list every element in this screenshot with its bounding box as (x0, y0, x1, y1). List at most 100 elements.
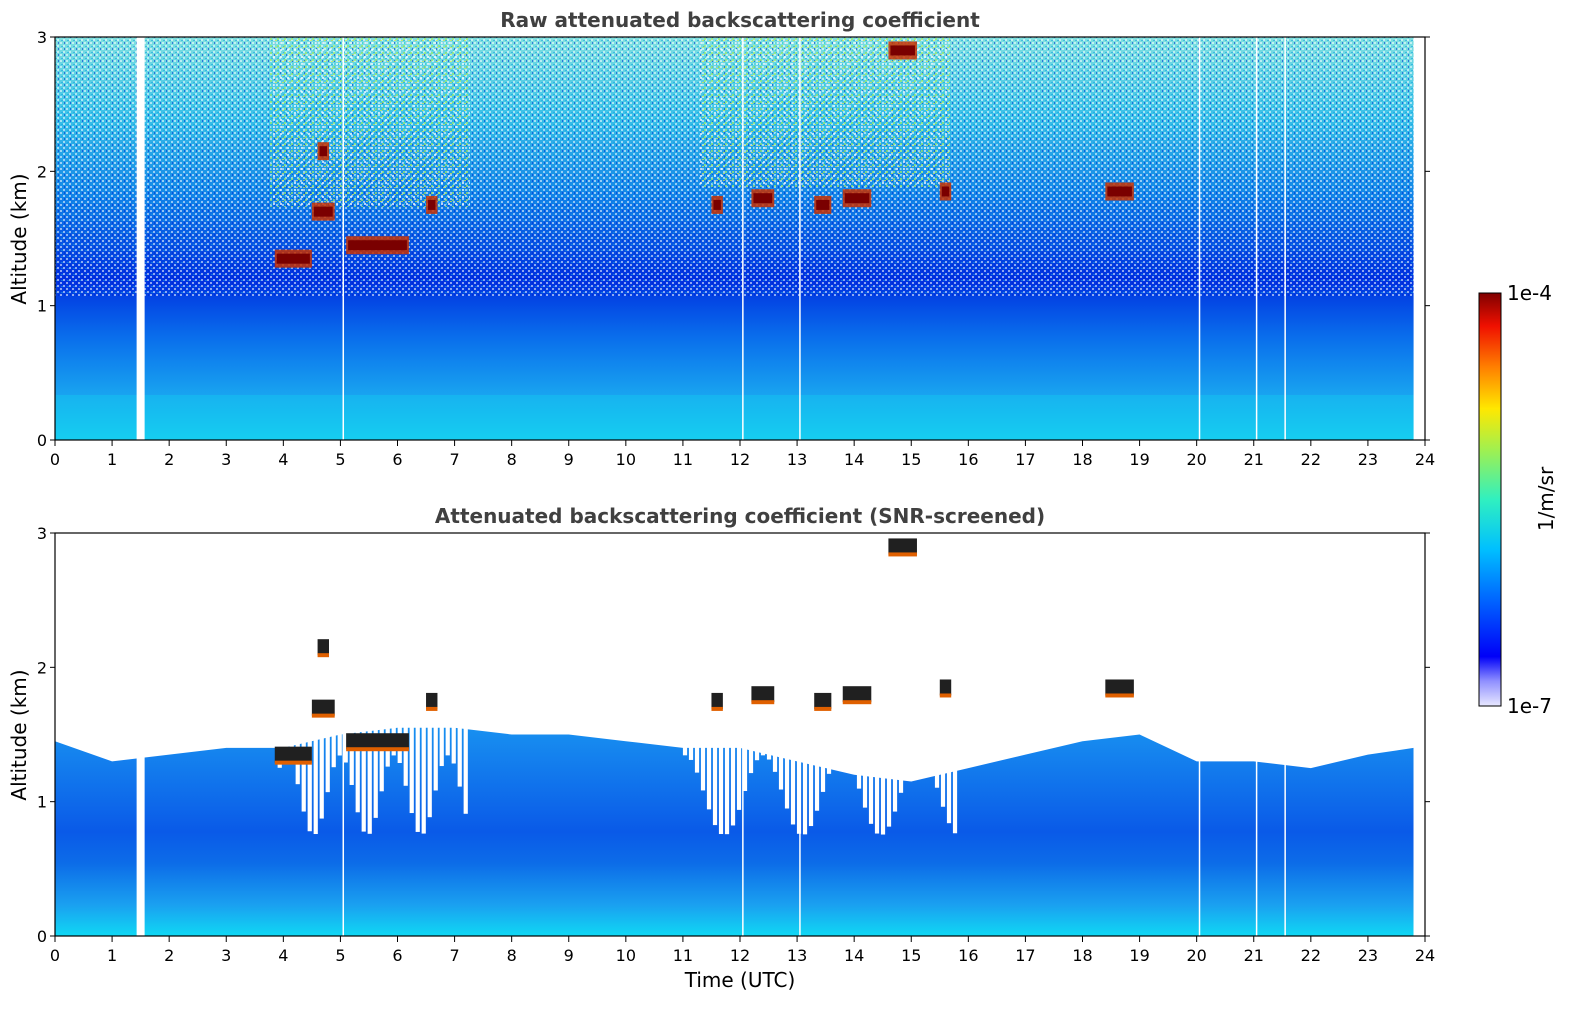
x-tick-label: 8 (507, 450, 517, 469)
cloud-edge (274, 760, 312, 765)
screened-column (904, 721, 910, 775)
data-gap (799, 533, 801, 936)
screened-column (754, 721, 760, 761)
screened-column (748, 721, 754, 774)
cloud-core (844, 193, 870, 204)
data-gap (1255, 37, 1258, 440)
screened-column (373, 721, 378, 818)
data-gap (136, 37, 145, 440)
colorbar-min-label: 1e-7 (1507, 694, 1552, 718)
cloud-edge (1105, 693, 1134, 698)
no-data-region (1413, 37, 1425, 440)
screened-column (850, 721, 856, 772)
cloud-edge (317, 653, 329, 658)
y-tick-label: 1 (37, 793, 47, 812)
x-tick-label: 1 (107, 450, 117, 469)
x-tick-label: 22 (1301, 946, 1321, 965)
cloud-edge (751, 700, 775, 705)
cloud-core (1107, 186, 1132, 197)
x-tick-label: 2 (164, 946, 174, 965)
panel2-xlabel: Time (UTC) (684, 968, 796, 992)
x-tick-label: 19 (1129, 946, 1149, 965)
x-tick-label: 6 (392, 450, 402, 469)
x-tick-label: 24 (1415, 946, 1435, 965)
panel1-heatmap (55, 37, 1425, 440)
x-tick-label: 7 (449, 946, 459, 965)
colorbar-gradient (1478, 292, 1502, 707)
screened-column (922, 721, 928, 759)
x-tick-label: 0 (50, 946, 60, 965)
x-tick-label: 4 (278, 450, 288, 469)
screened-column (892, 721, 898, 812)
screened-column (445, 721, 450, 756)
x-tick-label: 5 (335, 450, 345, 469)
y-tick-label: 0 (37, 927, 47, 946)
data-gap (799, 37, 801, 440)
cloud-layer (426, 692, 438, 709)
screened-column (886, 721, 892, 827)
cloud-layer (317, 639, 329, 656)
screened-column (916, 721, 922, 756)
screened-column (772, 721, 778, 772)
x-tick-label: 13 (787, 946, 807, 965)
screened-column (880, 721, 886, 835)
panel2-boundary-layer (55, 727, 1414, 936)
screened-column (337, 721, 342, 756)
screened-column (802, 721, 808, 835)
screened-column (694, 721, 700, 773)
panel2-data-gaps (136, 533, 1425, 936)
cloud-layer (751, 686, 775, 703)
x-tick-label: 6 (392, 946, 402, 965)
cloud-core (941, 186, 950, 197)
x-tick-label: 3 (221, 450, 231, 469)
screened-column (457, 721, 462, 787)
cloud-layer (346, 733, 409, 750)
screened-column (688, 721, 694, 760)
screened-column (838, 721, 844, 756)
cloud-layer (814, 692, 832, 709)
screened-column (367, 721, 372, 834)
x-tick-label: 14 (844, 450, 864, 469)
y-tick-label: 3 (37, 524, 47, 543)
cloud-edge (939, 693, 952, 698)
x-tick-label: 19 (1129, 450, 1149, 469)
screened-column (433, 721, 438, 791)
colorbar-unit-label: 1/m/sr (1534, 466, 1558, 531)
screened-column (910, 721, 916, 762)
data-gap (342, 533, 345, 936)
panel2-screened-regions (277, 721, 958, 835)
screened-column (898, 721, 904, 793)
screened-column (718, 721, 724, 835)
screened-column (379, 721, 384, 792)
cloud-edge (814, 706, 832, 711)
screened-column (814, 721, 820, 811)
cloud-layer (842, 686, 872, 703)
screened-column (343, 721, 348, 763)
panel1-x-axis: 0 1 2 3 4 5 6 7 8 9 10 11 12 13 14 15 16 17 18 19 20 21 22 23 24 (50, 440, 1435, 469)
x-tick-label: 16 (958, 450, 978, 469)
screened-column (427, 721, 432, 818)
screened-column (730, 721, 736, 826)
raw-backscatter-panel: Raw attenuated backscattering coefficien… (7, 8, 1435, 469)
screened-backscatter-panel: Attenuated backscattering coefficient (S… (7, 504, 1435, 992)
cloud-core (816, 199, 830, 210)
cloud-core (428, 199, 436, 210)
data-gap (1198, 37, 1201, 440)
x-tick-label: 2 (164, 450, 174, 469)
x-tick-label: 14 (844, 946, 864, 965)
screened-column (832, 721, 838, 761)
cloud-edge (311, 713, 335, 718)
y-tick-label: 1 (37, 297, 47, 316)
screened-column (928, 721, 934, 771)
screened-column (760, 721, 766, 756)
panel2-heatmap (55, 533, 1425, 936)
panel1-title: Raw attenuated backscattering coefficien… (500, 8, 980, 32)
cloud-core (753, 193, 773, 204)
screened-column (946, 721, 952, 824)
panel2-title: Attenuated backscattering coefficient (S… (435, 504, 1045, 528)
screened-column (331, 721, 336, 768)
screened-column (820, 721, 826, 792)
x-tick-label: 1 (107, 946, 117, 965)
screened-column (784, 721, 790, 809)
screened-column (862, 721, 868, 808)
